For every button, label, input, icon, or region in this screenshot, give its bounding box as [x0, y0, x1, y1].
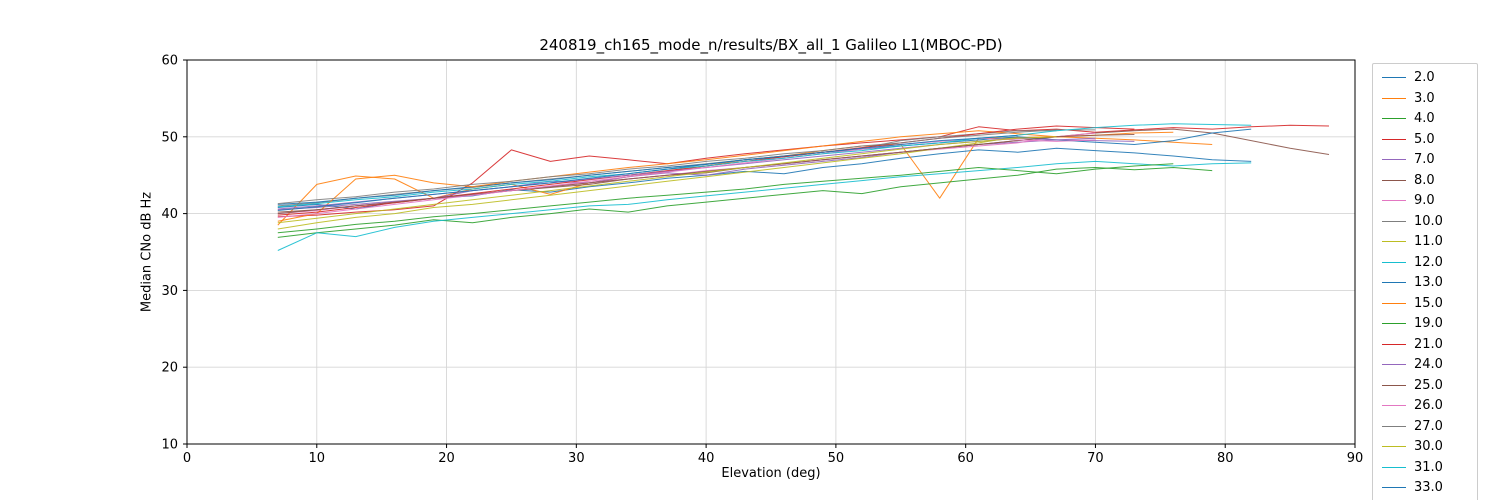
legend-item-31.0: 31.0 — [1382, 461, 1468, 474]
legend-line-swatch — [1382, 220, 1406, 222]
legend-label: 33.0 — [1414, 480, 1443, 495]
legend-item-12.0: 12.0 — [1382, 256, 1468, 269]
legend-item-19.0: 19.0 — [1382, 317, 1468, 330]
x-tick-label: 10 — [309, 451, 326, 466]
chart-title: 240819_ch165_mode_n/results/BX_all_1 Gal… — [539, 36, 1003, 54]
legend-label: 15.0 — [1414, 295, 1443, 311]
y-tick-label: 60 — [161, 54, 178, 69]
legend-item-24.0: 24.0 — [1382, 358, 1468, 371]
legend-item-27.0: 27.0 — [1382, 420, 1468, 433]
series-line-30.0 — [277, 136, 1057, 224]
legend-line-swatch — [1382, 138, 1406, 140]
y-tick-label: 40 — [161, 207, 178, 222]
legend-label: 19.0 — [1414, 316, 1443, 331]
legend-label: 26.0 — [1414, 398, 1443, 413]
legend-item-3.0: 3.0 — [1382, 92, 1468, 105]
legend-label: 21.0 — [1414, 336, 1443, 352]
series-line-11.0 — [277, 136, 1018, 230]
legend-line-swatch — [1382, 241, 1406, 242]
x-tick-label: 50 — [828, 451, 845, 466]
series-line-10.0 — [277, 130, 1057, 207]
legend-item-9.0: 9.0 — [1382, 194, 1468, 207]
legend-line-swatch — [1382, 425, 1406, 427]
legend-item-4.0: 4.0 — [1382, 112, 1468, 125]
series-line-3.0 — [277, 136, 1213, 226]
x-tick-label: 60 — [957, 451, 974, 466]
series-line-19.0 — [277, 163, 1174, 234]
legend-line-swatch — [1382, 261, 1406, 263]
legend-label: 7.0 — [1414, 152, 1435, 167]
legend-line-swatch — [1382, 487, 1406, 488]
series-line-31.0 — [277, 123, 1252, 208]
y-tick-label: 20 — [161, 361, 178, 376]
legend-label: 25.0 — [1414, 377, 1443, 393]
legend-item-30.0: 30.0 — [1382, 440, 1468, 453]
series-line-33.0 — [277, 134, 1018, 211]
x-tick-label: 80 — [1217, 451, 1234, 466]
legend-item-33.0: 33.0 — [1382, 481, 1468, 494]
legend-label: 8.0 — [1414, 172, 1435, 188]
legend-item-11.0: 11.0 — [1382, 235, 1468, 248]
legend-label: 3.0 — [1414, 90, 1435, 106]
legend-line-swatch — [1382, 364, 1406, 365]
x-tick-label: 70 — [1087, 451, 1104, 466]
legend-label: 30.0 — [1414, 439, 1443, 454]
y-tick-label: 50 — [161, 130, 178, 145]
legend: 2.0 3.0 4.0 5.0 7.0 8.0 9.0 10.0 11.0 12.0 13.0 15.… — [1372, 63, 1478, 500]
legend-label: 11.0 — [1414, 234, 1443, 249]
series-line-25.0 — [277, 134, 1135, 215]
legend-line-swatch — [1382, 405, 1406, 406]
legend-item-10.0: 10.0 — [1382, 215, 1468, 228]
legend-item-7.0: 7.0 — [1382, 153, 1468, 166]
legend-item-21.0: 21.0 — [1382, 338, 1468, 351]
legend-line-swatch — [1382, 97, 1406, 99]
x-tick-label: 30 — [568, 451, 585, 466]
legend-label: 10.0 — [1414, 213, 1443, 229]
legend-label: 12.0 — [1414, 254, 1443, 270]
legend-line-swatch — [1382, 302, 1406, 304]
legend-item-2.0: 2.0 — [1382, 71, 1468, 84]
legend-item-13.0: 13.0 — [1382, 276, 1468, 289]
y-tick-label: 30 — [161, 284, 178, 299]
legend-item-26.0: 26.0 — [1382, 399, 1468, 412]
legend-label: 27.0 — [1414, 418, 1443, 434]
x-axis-label: Elevation (deg) — [721, 466, 821, 481]
y-axis-label: Median CNo dB Hz — [139, 191, 155, 313]
legend-line-swatch — [1382, 466, 1406, 468]
axes-frame — [186, 59, 1356, 445]
legend-label: 24.0 — [1414, 357, 1443, 372]
legend-label: 5.0 — [1414, 131, 1435, 147]
legend-label: 9.0 — [1414, 193, 1435, 208]
legend-item-8.0: 8.0 — [1382, 174, 1468, 187]
legend-line-swatch — [1382, 446, 1406, 447]
legend-item-15.0: 15.0 — [1382, 297, 1468, 310]
series-line-4.0 — [277, 167, 1213, 238]
legend-item-25.0: 25.0 — [1382, 379, 1468, 392]
legend-line-swatch — [1382, 179, 1406, 181]
legend-line-swatch — [1382, 159, 1406, 160]
legend-line-swatch — [1382, 343, 1406, 345]
x-tick-label: 40 — [698, 451, 715, 466]
legend-label: 4.0 — [1414, 111, 1435, 126]
legend-line-swatch — [1382, 200, 1406, 201]
x-tick-label: 20 — [438, 451, 455, 466]
legend-line-swatch — [1382, 384, 1406, 386]
y-tick-label: 10 — [161, 438, 178, 453]
series-line-12.0 — [277, 160, 1252, 251]
legend-label: 2.0 — [1414, 70, 1435, 85]
legend-item-5.0: 5.0 — [1382, 133, 1468, 146]
series-line-27.0 — [277, 129, 1096, 205]
x-tick-label: 0 — [183, 451, 191, 466]
legend-line-swatch — [1382, 77, 1406, 78]
legend-label: 13.0 — [1414, 275, 1443, 290]
legend-line-swatch — [1382, 323, 1406, 324]
legend-line-swatch — [1382, 118, 1406, 119]
legend-label: 31.0 — [1414, 459, 1443, 475]
legend-line-swatch — [1382, 282, 1406, 283]
x-tick-label: 90 — [1347, 451, 1364, 466]
